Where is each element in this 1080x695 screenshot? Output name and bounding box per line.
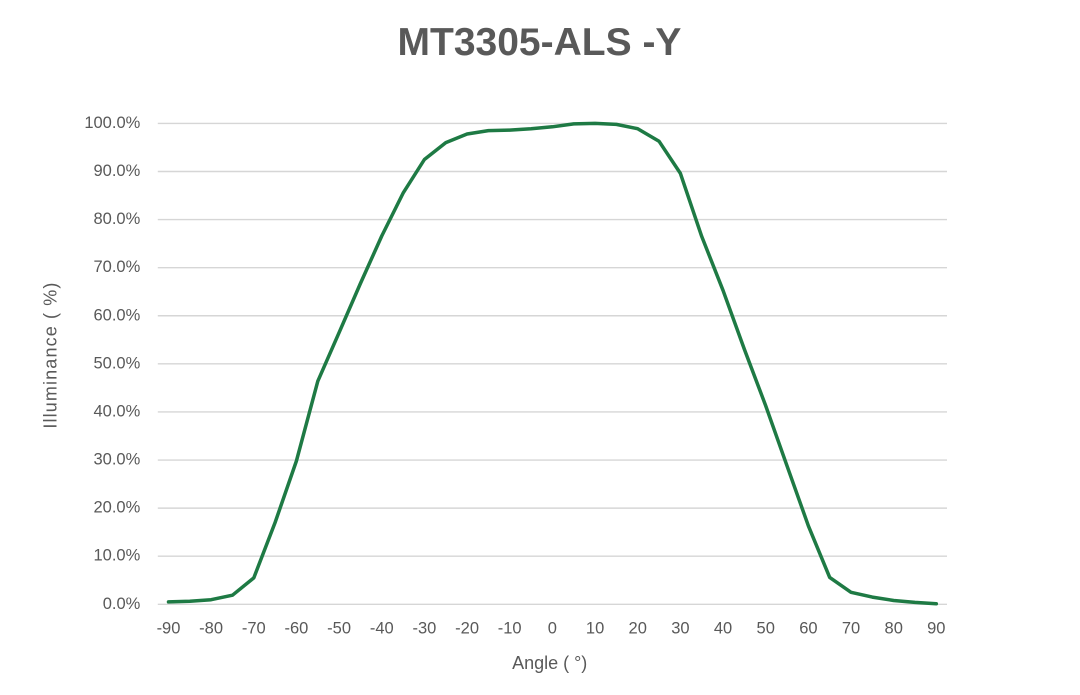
svg-text:100.0%: 100.0% — [84, 114, 140, 132]
svg-text:40: 40 — [714, 620, 732, 638]
svg-text:20.0%: 20.0% — [94, 499, 141, 517]
svg-text:0: 0 — [548, 620, 557, 638]
svg-text:MT3305-ALS -Y: MT3305-ALS -Y — [398, 21, 682, 64]
svg-text:90: 90 — [927, 620, 945, 638]
svg-text:-60: -60 — [284, 620, 308, 638]
svg-text:Angle ( °): Angle ( °) — [512, 653, 587, 673]
svg-text:30.0%: 30.0% — [94, 451, 141, 469]
svg-text:90.0%: 90.0% — [94, 162, 141, 180]
svg-text:-80: -80 — [199, 620, 223, 638]
svg-text:-40: -40 — [370, 620, 394, 638]
svg-text:-30: -30 — [412, 620, 436, 638]
svg-text:50: 50 — [757, 620, 775, 638]
svg-text:40.0%: 40.0% — [94, 402, 141, 420]
svg-text:-50: -50 — [327, 620, 351, 638]
svg-text:-90: -90 — [157, 620, 181, 638]
svg-text:10.0%: 10.0% — [94, 547, 141, 565]
svg-text:30: 30 — [671, 620, 689, 638]
svg-text:80: 80 — [885, 620, 903, 638]
svg-text:70.0%: 70.0% — [94, 258, 141, 276]
svg-text:-20: -20 — [455, 620, 479, 638]
svg-text:Illuminance ( %): Illuminance ( %) — [40, 283, 60, 429]
svg-text:50.0%: 50.0% — [94, 354, 141, 372]
svg-text:10: 10 — [586, 620, 604, 638]
svg-text:-70: -70 — [242, 620, 266, 638]
svg-text:60.0%: 60.0% — [94, 306, 141, 324]
svg-text:70: 70 — [842, 620, 860, 638]
svg-text:-10: -10 — [498, 620, 522, 638]
svg-text:0.0%: 0.0% — [103, 595, 141, 613]
svg-text:20: 20 — [629, 620, 647, 638]
svg-text:80.0%: 80.0% — [94, 210, 141, 228]
svg-text:60: 60 — [799, 620, 817, 638]
